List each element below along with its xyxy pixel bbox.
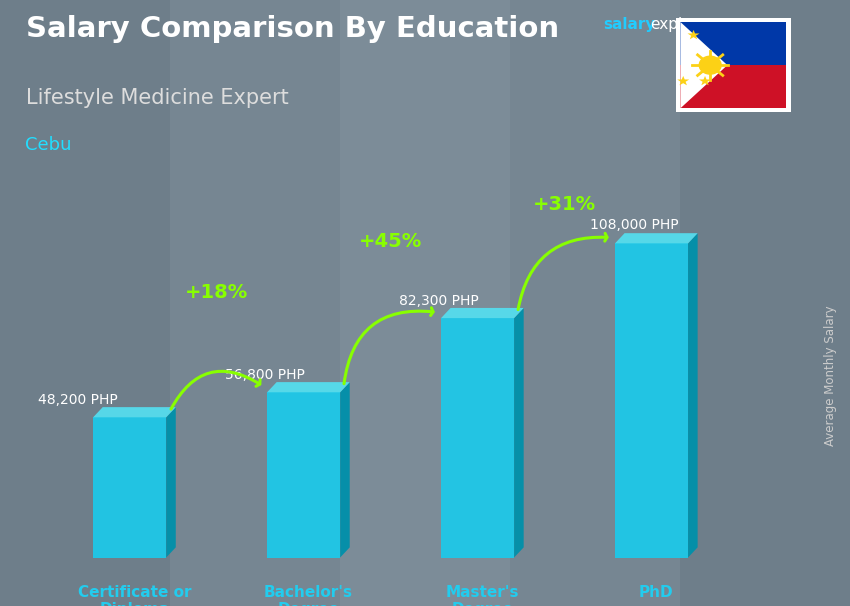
Text: +18%: +18% <box>185 282 248 302</box>
Text: +31%: +31% <box>533 195 596 215</box>
Polygon shape <box>699 76 711 85</box>
Polygon shape <box>514 308 524 558</box>
Text: 56,800 PHP: 56,800 PHP <box>225 368 305 382</box>
Polygon shape <box>167 407 176 558</box>
Polygon shape <box>340 382 349 558</box>
Text: Average Monthly Salary: Average Monthly Salary <box>824 305 837 446</box>
Text: salary: salary <box>604 17 656 32</box>
Polygon shape <box>615 244 688 558</box>
Text: PhD: PhD <box>639 585 674 600</box>
Bar <box>0 0 170 606</box>
Polygon shape <box>676 18 790 112</box>
Polygon shape <box>441 318 514 558</box>
Polygon shape <box>677 76 689 85</box>
Bar <box>510 0 680 606</box>
Polygon shape <box>94 407 176 418</box>
Polygon shape <box>700 56 721 74</box>
Polygon shape <box>615 233 698 244</box>
Text: +45%: +45% <box>359 231 422 251</box>
Polygon shape <box>94 418 167 558</box>
Polygon shape <box>680 22 786 65</box>
Text: Cebu: Cebu <box>26 136 72 155</box>
Text: 48,200 PHP: 48,200 PHP <box>37 393 117 407</box>
Polygon shape <box>680 65 786 108</box>
Polygon shape <box>267 382 349 392</box>
Text: Lifestyle Medicine Expert: Lifestyle Medicine Expert <box>26 88 288 108</box>
Polygon shape <box>441 308 524 318</box>
Text: Salary Comparison By Education: Salary Comparison By Education <box>26 15 558 43</box>
Text: Bachelor's
Degree: Bachelor's Degree <box>264 585 353 606</box>
Polygon shape <box>267 392 340 558</box>
Bar <box>170 0 340 606</box>
Text: 82,300 PHP: 82,300 PHP <box>400 294 479 308</box>
Text: explorer.com: explorer.com <box>650 17 750 32</box>
Text: 108,000 PHP: 108,000 PHP <box>590 218 678 231</box>
Text: Certificate or
Diploma: Certificate or Diploma <box>77 585 191 606</box>
Text: Master's
Degree: Master's Degree <box>445 585 519 606</box>
Bar <box>340 0 510 606</box>
Bar <box>680 0 850 606</box>
Polygon shape <box>688 30 700 39</box>
Polygon shape <box>688 233 698 558</box>
Polygon shape <box>680 22 728 108</box>
